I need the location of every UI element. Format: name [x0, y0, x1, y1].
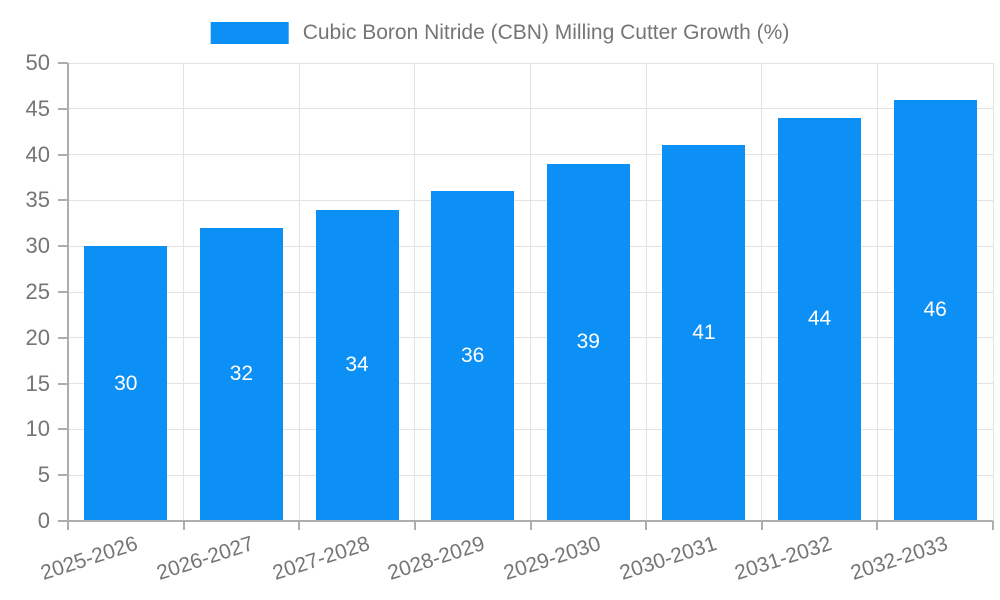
x-gridline — [183, 63, 185, 521]
y-axis-tick — [58, 520, 68, 522]
y-axis-tick — [58, 199, 68, 202]
y-tick-label: 0 — [37, 508, 50, 533]
bar-2025-2026[interactable] — [84, 246, 168, 521]
y-tick-label: 45 — [25, 95, 50, 121]
axis-layer: 0 5 10 15 20 25 30 35 40 45 50 2025-2026 2026-2027 20… — [26, 51, 994, 585]
x-axis-tick — [413, 521, 416, 530]
y-tick-label: 10 — [25, 416, 50, 442]
x-tick-label: 2027-2028 — [269, 532, 373, 585]
y-axis-tick — [58, 245, 68, 248]
y-axis-tick — [58, 62, 68, 64]
y-tick-label: 20 — [25, 324, 50, 350]
bar-value-label: 44 — [807, 307, 832, 331]
bar-2027-2028[interactable] — [315, 209, 399, 521]
bar-value-label: 41 — [692, 321, 716, 345]
x-tick-label: 2029-2030 — [500, 532, 604, 585]
legend[interactable]: Cubic Boron Nitride (CBN) Milling Cutter… — [210, 21, 790, 45]
y-axis-tick — [58, 107, 68, 110]
y-tick-label: 15 — [25, 370, 50, 396]
x-gridline — [992, 63, 994, 521]
x-tick-label: 2032-2033 — [847, 532, 951, 585]
bar-layer: 30 32 34 36 39 41 44 46 — [68, 63, 993, 521]
x-gridline — [530, 63, 531, 521]
x-tick-label: 2028-2029 — [385, 532, 488, 585]
x-axis-tick — [645, 521, 648, 530]
y-tick-label: 30 — [25, 233, 50, 259]
y-axis-tick — [58, 428, 68, 431]
x-axis-tick — [876, 521, 879, 530]
x-axis-tick — [992, 521, 994, 530]
y-axis-tick — [58, 291, 68, 293]
x-gridline — [414, 63, 416, 521]
y-tick-label: 5 — [37, 462, 50, 488]
y-tick-label: 25 — [25, 279, 50, 304]
bar-2030-2031[interactable] — [662, 145, 746, 521]
y-axis-tick — [58, 153, 68, 156]
bar-value-label: 32 — [229, 362, 254, 386]
x-axis-tick — [529, 521, 532, 530]
x-axis-tick — [298, 521, 301, 530]
y-axis-tick — [58, 336, 68, 339]
y-axis-line — [67, 63, 69, 521]
x-gridline — [645, 63, 647, 521]
bar-value-label: 46 — [923, 298, 947, 322]
bar-2032-2033[interactable] — [893, 99, 977, 521]
y-tick-label: 40 — [25, 141, 50, 167]
x-tick-label: 2025-2026 — [38, 532, 141, 585]
x-tick-label: 2031-2032 — [732, 532, 835, 585]
bar-value-label: 34 — [345, 353, 369, 377]
bar-value-label: 36 — [461, 344, 485, 368]
x-gridline — [298, 63, 300, 521]
bar-2029-2030[interactable] — [546, 163, 630, 521]
plot-area: 30 32 34 36 39 41 44 46 0 5 10 15 20 25 30 35 40 45 50 202… — [26, 51, 994, 585]
y-axis-tick — [58, 382, 68, 385]
x-axis-tick — [182, 521, 185, 530]
bar-value-label: 30 — [114, 371, 138, 395]
x-axis-line — [68, 520, 993, 522]
legend-swatch-icon — [210, 22, 289, 44]
y-axis-tick — [58, 474, 68, 477]
gridline-layer — [68, 62, 994, 521]
x-gridline — [876, 63, 878, 521]
y-tick-label: 50 — [25, 50, 50, 75]
x-tick-label: 2030-2031 — [616, 532, 720, 585]
y-tick-label: 35 — [25, 187, 50, 213]
bar-2031-2032[interactable] — [778, 117, 862, 521]
bar-2026-2027[interactable] — [199, 227, 283, 521]
x-tick-label: 2026-2027 — [153, 532, 257, 585]
bar-2028-2029[interactable] — [431, 191, 515, 521]
legend-label: Cubic Boron Nitride (CBN) Milling Cutter… — [302, 21, 790, 44]
bar-value-label: 39 — [576, 330, 600, 354]
x-axis-tick — [67, 521, 69, 530]
x-axis-tick — [760, 521, 763, 530]
x-gridline — [761, 63, 763, 521]
